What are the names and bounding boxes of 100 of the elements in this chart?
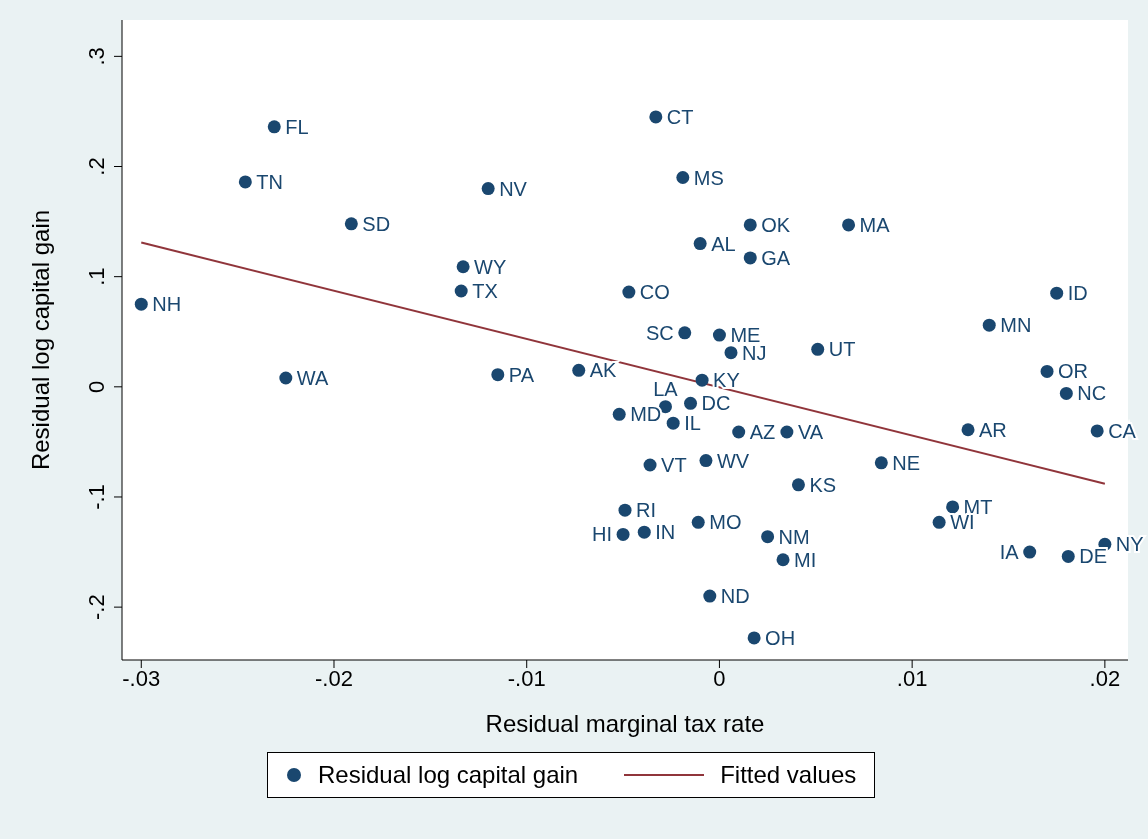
data-label: NV bbox=[499, 177, 528, 200]
data-label: KY bbox=[713, 369, 740, 392]
data-label: IL bbox=[684, 412, 701, 435]
data-label: HI bbox=[592, 523, 613, 546]
data-label: TX bbox=[472, 279, 498, 302]
x-tick-label: .01 bbox=[896, 665, 928, 691]
point bbox=[743, 251, 757, 265]
data-label: DE bbox=[1079, 545, 1108, 568]
x-axis-title: Residual marginal tax rate bbox=[485, 710, 765, 737]
data-label: ND bbox=[720, 585, 750, 608]
data-label: TN bbox=[256, 170, 284, 193]
x-tick-label: 0 bbox=[713, 665, 726, 691]
point bbox=[637, 525, 651, 539]
point bbox=[666, 416, 680, 430]
point bbox=[1023, 545, 1037, 559]
x-tick-label: -.02 bbox=[315, 665, 353, 691]
data-label: SC bbox=[645, 321, 674, 344]
legend-label: Fitted values bbox=[719, 761, 857, 789]
y-tick-label: -.1 bbox=[84, 484, 109, 510]
point bbox=[732, 425, 746, 439]
point bbox=[134, 297, 148, 311]
x-tick-label: .02 bbox=[1089, 665, 1121, 691]
point bbox=[712, 328, 726, 342]
data-label: AL bbox=[711, 232, 736, 255]
y-tick-label: -.2 bbox=[84, 594, 109, 620]
data-label: MS bbox=[693, 166, 724, 189]
data-label: NH bbox=[152, 293, 182, 316]
y-tick-label: .2 bbox=[84, 157, 109, 176]
data-label: WA bbox=[296, 367, 329, 389]
data-label: PA bbox=[508, 363, 535, 386]
point bbox=[743, 218, 757, 232]
point bbox=[649, 110, 663, 124]
point bbox=[572, 363, 586, 377]
data-label: CO bbox=[639, 281, 670, 304]
data-label: CA bbox=[1108, 419, 1137, 442]
x-tick-label: -.03 bbox=[122, 665, 161, 691]
data-label: VA bbox=[797, 420, 824, 443]
data-label: MD bbox=[630, 403, 662, 426]
point bbox=[874, 456, 888, 470]
point bbox=[724, 346, 738, 360]
point bbox=[344, 217, 358, 231]
point bbox=[747, 631, 761, 645]
data-label: CT bbox=[666, 105, 694, 128]
legend-label: Residual log capital gain bbox=[317, 761, 579, 789]
data-label: OH bbox=[765, 626, 796, 649]
x-tick-label: -.01 bbox=[507, 665, 546, 691]
point bbox=[761, 530, 775, 544]
point bbox=[481, 182, 495, 196]
point bbox=[982, 318, 996, 332]
point bbox=[780, 425, 794, 439]
data-label: NC bbox=[1077, 382, 1107, 405]
point bbox=[1090, 424, 1104, 438]
point bbox=[1040, 364, 1054, 378]
data-label: GA bbox=[761, 246, 791, 269]
data-label: AZ bbox=[749, 420, 776, 443]
data-label: OK bbox=[761, 213, 791, 236]
point bbox=[456, 260, 470, 274]
point bbox=[961, 423, 975, 437]
data-label: IA bbox=[999, 541, 1020, 564]
data-label: AR bbox=[979, 418, 1007, 441]
data-label: MI bbox=[794, 548, 817, 571]
point bbox=[676, 171, 690, 185]
data-label: ID bbox=[1067, 282, 1088, 305]
data-label: SD bbox=[362, 212, 391, 235]
data-label: OR bbox=[1058, 360, 1089, 383]
point bbox=[1061, 549, 1075, 563]
data-label: IN bbox=[655, 521, 676, 544]
point bbox=[1050, 286, 1064, 300]
data-label: WY bbox=[474, 255, 507, 278]
data-label: FL bbox=[285, 115, 309, 138]
point bbox=[618, 503, 632, 517]
y-tick-label: .3 bbox=[84, 47, 109, 66]
y-tick-label: 0 bbox=[84, 380, 109, 393]
point bbox=[703, 589, 717, 603]
data-label: VT bbox=[661, 454, 687, 477]
data-label: NM bbox=[778, 525, 810, 548]
point bbox=[684, 396, 698, 410]
point bbox=[811, 342, 825, 356]
point bbox=[842, 218, 856, 232]
point bbox=[616, 527, 630, 541]
point bbox=[622, 285, 636, 299]
point bbox=[491, 368, 505, 382]
data-label: NE bbox=[892, 451, 921, 474]
data-label: RI bbox=[636, 499, 656, 522]
data-label: WV bbox=[716, 449, 750, 472]
y-axis-title: Residual log capital gain bbox=[26, 209, 54, 471]
point bbox=[691, 515, 705, 529]
point bbox=[932, 515, 946, 529]
y-tick-label: .1 bbox=[84, 267, 109, 286]
point bbox=[776, 553, 790, 567]
point bbox=[695, 373, 709, 387]
point bbox=[279, 371, 293, 385]
point bbox=[678, 326, 692, 340]
point bbox=[946, 500, 960, 514]
point bbox=[643, 458, 657, 472]
data-label: KS bbox=[809, 473, 837, 496]
data-label: LA bbox=[653, 377, 679, 400]
data-label: UT bbox=[828, 338, 856, 361]
point bbox=[454, 284, 468, 298]
data-label: MO bbox=[709, 511, 742, 534]
